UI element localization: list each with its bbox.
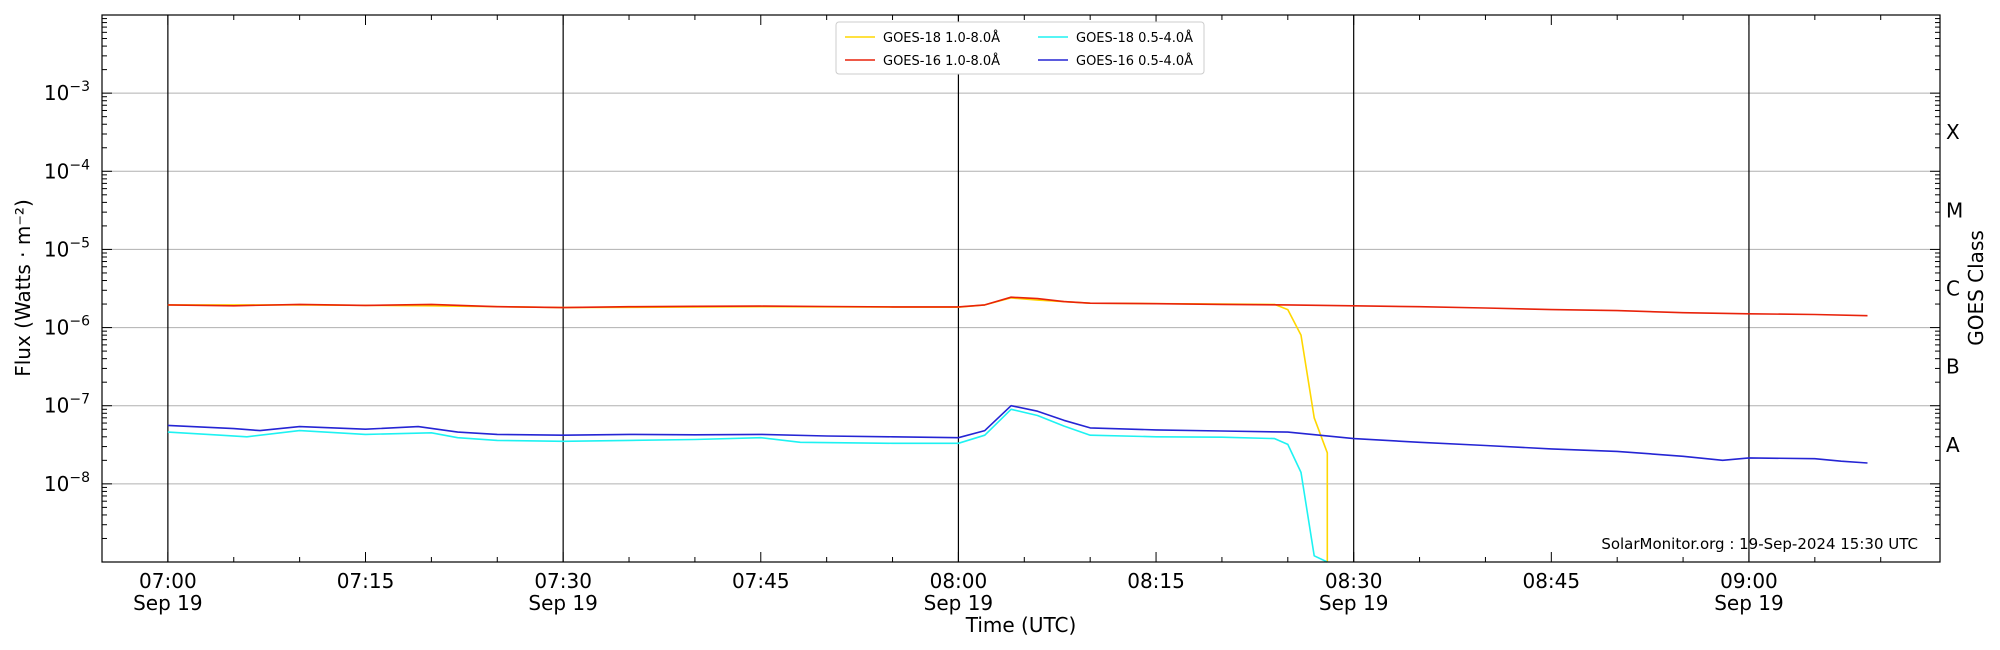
day-marker-lines xyxy=(167,15,1750,562)
series-line-1 xyxy=(167,296,1868,317)
goes-class-m: M xyxy=(1946,198,1963,222)
legend-label: GOES-16 0.5-4.0Å xyxy=(1076,53,1193,69)
series-line-3 xyxy=(167,404,1868,464)
watermark: SolarMonitor.org : 19-Sep-2024 15:30 UTC xyxy=(1601,535,1918,553)
axis-ticks xyxy=(102,15,1940,563)
goes-class-c: C xyxy=(1946,277,1960,301)
goes-class-labels: A B C M X xyxy=(1946,120,1963,457)
y-tick-label: 10−6 xyxy=(44,314,90,340)
y-tick-label: 10−7 xyxy=(44,392,90,418)
y-tick-labels: 10−8 10−7 10−6 10−5 10−4 10−3 xyxy=(44,79,90,496)
grid-lines xyxy=(102,92,1940,485)
right-axis-title: GOES Class xyxy=(1964,230,1988,346)
y-tick-label: 10−3 xyxy=(44,79,90,105)
x-tick-sublabel: Sep 19 xyxy=(133,591,203,615)
x-tick-label: 08:30 xyxy=(1325,569,1383,593)
x-tick-sublabel: Sep 19 xyxy=(1319,591,1389,615)
y-tick-label: 10−5 xyxy=(44,235,90,261)
goes-class-a: A xyxy=(1946,433,1960,457)
legend-box xyxy=(835,21,1205,75)
goes-class-b: B xyxy=(1946,355,1960,379)
legend-label: GOES-18 0.5-4.0Å xyxy=(1076,30,1193,46)
series-line-2 xyxy=(167,408,1328,563)
legend-label: GOES-16 1.0-8.0Å xyxy=(883,53,1000,69)
x-tick-sublabel: Sep 19 xyxy=(1714,591,1784,615)
y-axis-title: Flux (Watts · m⁻²) xyxy=(11,199,35,377)
x-tick-label: 07:30 xyxy=(534,569,592,593)
x-tick-label: 08:00 xyxy=(930,569,988,593)
y-tick-label: 10−8 xyxy=(44,470,90,496)
goes-class-x: X xyxy=(1946,120,1960,144)
legend-label: GOES-18 1.0-8.0Å xyxy=(883,30,1000,46)
x-tick-sublabel: Sep 19 xyxy=(528,591,598,615)
x-tick-label: 09:00 xyxy=(1720,569,1778,593)
series-lines xyxy=(167,296,1868,563)
x-tick-label: 07:45 xyxy=(732,569,790,593)
x-tick-label: 08:45 xyxy=(1522,569,1580,593)
x-tick-sublabel: Sep 19 xyxy=(924,591,994,615)
plot-frame xyxy=(101,14,1941,563)
x-tick-label: 08:15 xyxy=(1127,569,1185,593)
x-axis-title: Time (UTC) xyxy=(965,613,1077,637)
legend: GOES-18 1.0-8.0Å GOES-16 1.0-8.0Å GOES-18 … xyxy=(835,21,1205,75)
x-tick-label: 07:00 xyxy=(139,569,197,593)
y-tick-label: 10−4 xyxy=(44,157,90,183)
x-tick-label: 07:15 xyxy=(337,569,395,593)
